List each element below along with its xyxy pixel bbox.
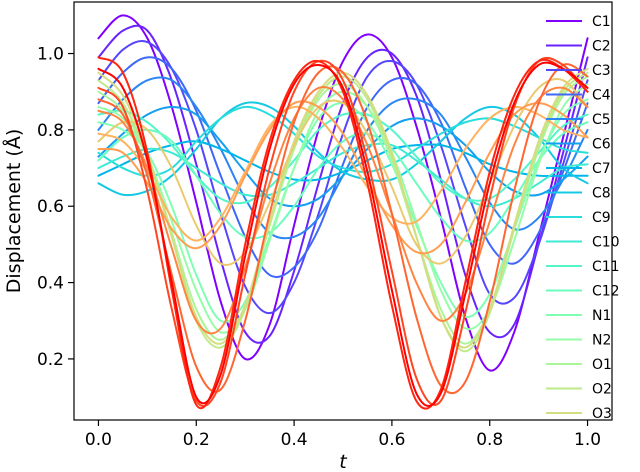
x-axis-label: t: [339, 451, 348, 472]
series-line-o1: [97, 75, 589, 345]
legend-label: O1: [592, 357, 612, 373]
plot-frame: [73, 1, 613, 421]
y-tick-label: 1.0: [37, 45, 64, 65]
y-axis-ticks: 0.2 0.4 0.6 0.8 1.0: [37, 45, 74, 370]
legend-label: C11: [592, 259, 620, 275]
x-tick-label: 0.0: [85, 430, 112, 450]
legend-label: C8: [592, 186, 611, 202]
legend-label: C12: [592, 284, 620, 300]
x-tick-label: 0.4: [281, 430, 308, 450]
legend-label: C10: [592, 235, 620, 251]
series-line-unlabeled-24: [97, 56, 589, 410]
legend-label: C9: [592, 210, 611, 226]
series-line-c4: [97, 56, 589, 278]
y-tick-label: 0.4: [37, 274, 64, 294]
legend-label: C7: [592, 161, 611, 177]
series-line-unlabeled-22: [97, 63, 589, 395]
x-tick-label: 1.0: [574, 430, 601, 450]
series-layer: [97, 14, 589, 410]
y-tick-label: 0.2: [37, 350, 64, 370]
legend-label: C2: [592, 39, 611, 55]
legend-label: O2: [592, 382, 612, 398]
series-line-unlabeled-23: [97, 56, 589, 407]
x-tick-label: 0.6: [378, 430, 405, 450]
series-line-unlabeled-19: [97, 105, 589, 242]
legend-label: C3: [592, 63, 611, 79]
series-line-c12: [97, 121, 589, 243]
legend-label: C1: [592, 14, 611, 30]
y-tick-label: 0.8: [37, 121, 64, 141]
series-line-c10: [97, 142, 589, 208]
legend-label: C6: [592, 137, 611, 153]
y-tick-label: 0.6: [37, 197, 64, 217]
series-line-unlabeled-18: [97, 78, 589, 267]
legend: C1 C2 C3 C4 C5 C6 C7 C8 C9 C10 C11 C12 N1 N2 O1 O2 O3: [546, 14, 620, 422]
x-tick-label: 0.2: [183, 430, 210, 450]
x-tick-label: 0.8: [476, 430, 503, 450]
y-axis-label: Displacement (Å): [2, 129, 25, 293]
legend-label: C4: [592, 88, 611, 104]
series-line-unlabeled-21: [97, 85, 589, 335]
legend-label: C5: [592, 112, 611, 128]
series-line-unlabeled-25: [97, 61, 589, 407]
legend-label: N2: [592, 333, 611, 349]
legend-label: O3: [592, 406, 612, 422]
x-axis-ticks: 0.0 0.2 0.4 0.6 0.8 1.0: [85, 420, 601, 450]
series-line-c8: [97, 101, 589, 197]
legend-label: N1: [592, 308, 611, 324]
series-line-c11: [97, 109, 589, 205]
